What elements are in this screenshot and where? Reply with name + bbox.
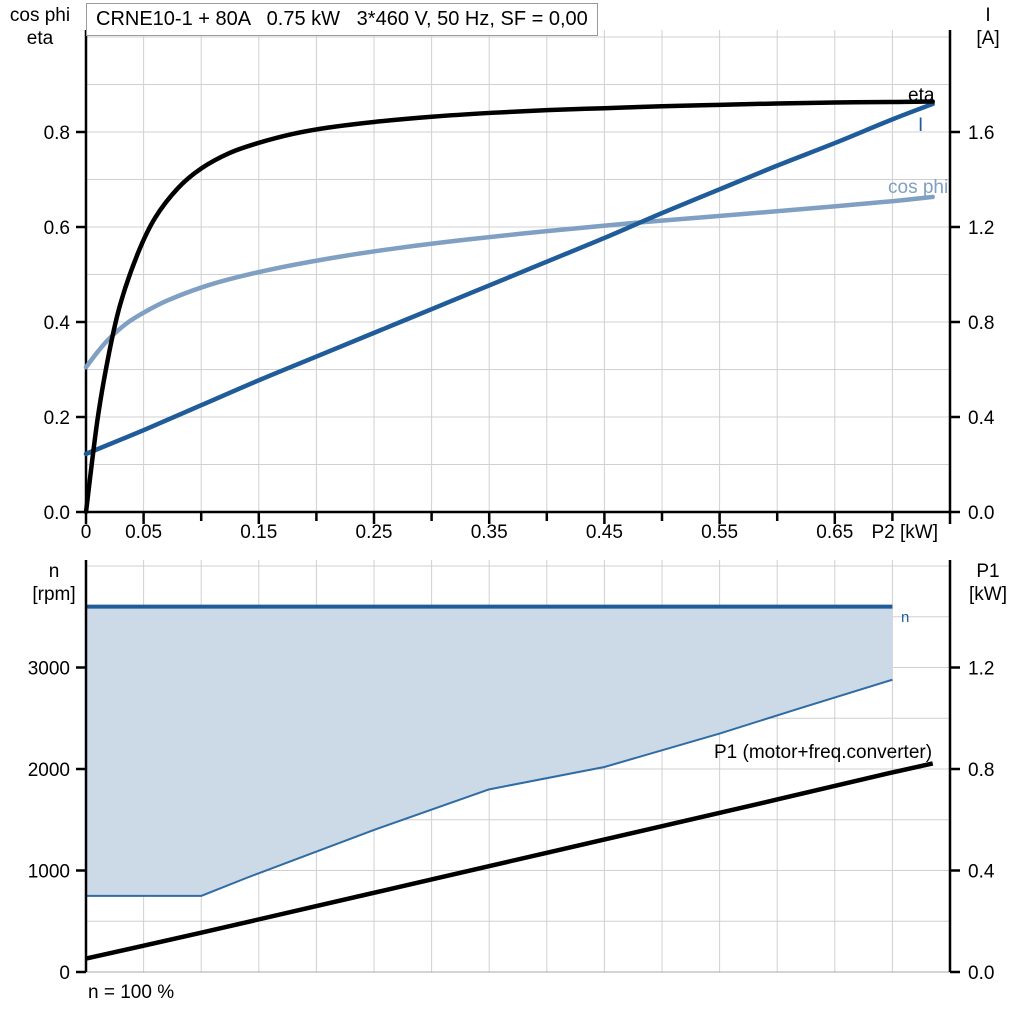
top-axes-frame	[84, 30, 952, 514]
bottom-right-yaxis-title-line1: P1	[976, 561, 999, 582]
top-right-ytick-label-1: 0.4	[968, 408, 995, 429]
bottom-right-ytick-label-1: 0.4	[968, 862, 995, 883]
cos-phi-curve	[83, 194, 935, 370]
chart-title-box: CRNE10-1 + 80A 0.75 kW 3*460 V, 50 Hz, S…	[86, 3, 598, 36]
speed-curve-label: n	[901, 609, 909, 626]
speed-footnote: n = 100 %	[88, 982, 175, 1003]
speed-lower-envelope	[86, 678, 893, 897]
bottom-left-ticks	[76, 666, 86, 974]
top-right-yaxis-title-line2: [A]	[976, 28, 999, 49]
top-xtick-label-1: 0.05	[125, 522, 162, 543]
bottom-ytick-label-0: 0	[59, 963, 70, 984]
bottom-ytick-label-3: 3000	[28, 659, 70, 680]
bottom-chart-panel: 0 1000 2000 3000 0.0 0.4 0.8 1.2 n [rpm]…	[0, 545, 1024, 1024]
p1-total-curve	[85, 761, 934, 961]
top-right-ytick-label-4: 1.6	[968, 123, 994, 144]
top-right-ticks	[950, 130, 960, 514]
bottom-yaxis-title-line2: [rpm]	[32, 584, 75, 605]
bottom-right-ytick-label-0: 0.0	[968, 963, 994, 984]
top-xtick-label-7: 0.65	[816, 522, 853, 543]
p1-curve-label: P1 (motor+freq.converter)	[714, 742, 932, 763]
top-chart-svg: 0.0 0.2 0.4 0.6 0.8 0.0 0.4 0.8 1.2 1.6 …	[10, 5, 1000, 543]
top-grid	[86, 30, 950, 512]
cos-phi-curve-label: cos phi	[888, 177, 948, 198]
bottom-axes-frame	[84, 560, 952, 972]
top-right-ytick-label-0: 0.0	[968, 503, 994, 524]
top-ytick-label-3: 0.6	[44, 218, 70, 239]
eta-curve	[83, 99, 935, 515]
top-x-ticks	[84, 512, 952, 524]
top-ytick-label-0: 0.0	[44, 503, 70, 524]
operating-area-group	[85, 604, 934, 961]
top-right-yaxis-title-line1: I	[985, 5, 990, 26]
top-xtick-label-0: 0	[81, 522, 92, 543]
eta-curve-label: eta	[908, 85, 935, 106]
bottom-chart-svg: 0 1000 2000 3000 0.0 0.4 0.8 1.2 n [rpm]…	[28, 560, 1007, 984]
top-left-ticks	[76, 130, 86, 514]
current-curve	[83, 101, 935, 457]
top-yaxis-title-line2: eta	[27, 28, 54, 49]
top-chart-panel: 0.0 0.2 0.4 0.6 0.8 0.0 0.4 0.8 1.2 1.6 …	[10, 5, 1000, 543]
top-xtick-label-4: 0.35	[471, 522, 508, 543]
bottom-ytick-label-1: 1000	[28, 862, 70, 883]
operating-area-fill	[86, 606, 893, 896]
top-right-ytick-label-2: 0.8	[968, 313, 994, 334]
top-xtick-label-2: 0.15	[240, 522, 277, 543]
bottom-right-ytick-label-2: 0.8	[968, 760, 994, 781]
top-yaxis-title-line1: cos phi	[10, 5, 70, 26]
current-curve-label: I	[918, 115, 923, 136]
bottom-yaxis-title-line1: n	[49, 561, 60, 582]
top-curves	[83, 99, 935, 515]
bottom-right-ticks	[950, 666, 960, 974]
top-ytick-label-4: 0.8	[44, 123, 70, 144]
top-xtick-label-3: 0.25	[356, 522, 393, 543]
top-xtick-label-5: 0.45	[586, 522, 623, 543]
bottom-ytick-label-2: 2000	[28, 760, 70, 781]
top-right-ytick-label-3: 1.2	[968, 218, 994, 239]
bottom-right-yaxis-title-line2: [kW]	[969, 584, 1007, 605]
top-xtick-label-6: 0.55	[701, 522, 738, 543]
top-ytick-label-1: 0.2	[44, 408, 70, 429]
top-xaxis-title: P2 [kW]	[871, 522, 938, 543]
bottom-right-ytick-label-3: 1.2	[968, 659, 994, 680]
top-ytick-label-2: 0.4	[44, 313, 71, 334]
